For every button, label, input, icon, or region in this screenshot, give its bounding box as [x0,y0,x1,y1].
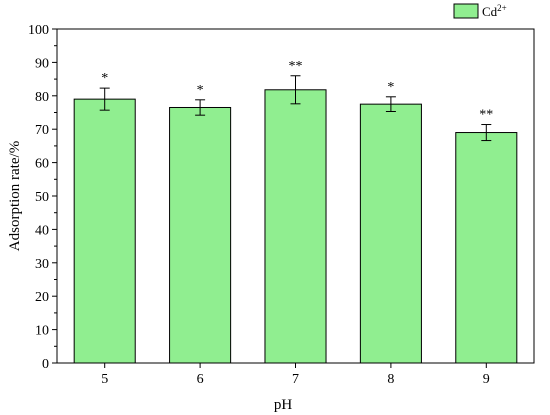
bar-ph-5 [73,98,136,364]
y-tick-label-20: 20 [35,290,49,305]
significance-marker-ph-5: * [101,71,108,86]
y-tick-label-40: 40 [35,223,49,238]
legend-label-base: Cd [482,4,498,19]
bar-ph-7 [264,89,327,364]
significance-marker-ph-8: * [387,80,394,95]
legend: Cd2+ [453,3,507,19]
y-tick-label-0: 0 [42,357,49,372]
legend-label-superscript: 2+ [497,3,507,13]
y-tick-label-50: 50 [35,190,49,205]
y-tick-label-70: 70 [35,123,49,138]
significance-marker-ph-9: ** [479,108,493,123]
bar-ph-8 [359,103,422,364]
bars-group: ******* [73,59,518,364]
y-axis-label: Adsorption rate/% [7,141,23,251]
x-tick-label-9: 9 [483,372,490,387]
x-tick-label-6: 6 [197,372,204,387]
x-tick-label-7: 7 [292,372,299,387]
significance-marker-ph-7: ** [289,59,303,74]
x-tick-label-8: 8 [387,372,394,387]
legend-swatch-cd2 [453,3,479,19]
y-tick-label-60: 60 [35,157,49,172]
y-tick-label-80: 80 [35,90,49,105]
x-axis-label: pH [274,397,293,413]
x-tick-label-5: 5 [101,372,108,387]
legend-label-cd2: Cd2+ [482,3,507,19]
bar-ph-6 [169,106,232,364]
y-tick-label-90: 90 [35,56,49,71]
significance-marker-ph-6: * [197,83,204,98]
y-tick-label-10: 10 [35,324,49,339]
y-tick-label-30: 30 [35,257,49,272]
y-tick-label-100: 100 [28,23,49,38]
bar-ph-9 [455,132,518,364]
